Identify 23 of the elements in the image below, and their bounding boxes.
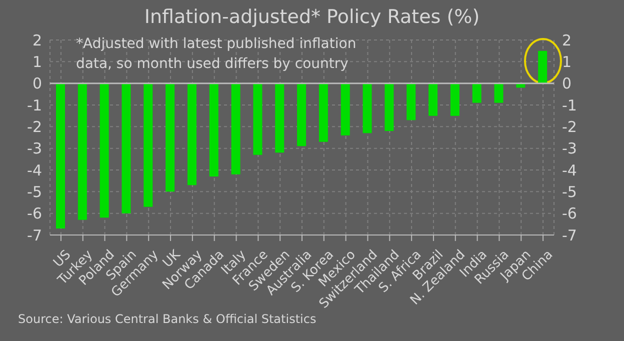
y2-tick-label: 1: [562, 52, 572, 71]
y2-tick-label: 0: [562, 74, 572, 93]
y-tick-label: -2: [27, 118, 42, 136]
y2-tick-label: -5: [562, 182, 577, 201]
chart-title: Inflation-adjusted* Policy Rates (%): [143, 6, 481, 28]
y-tick-label: -1: [27, 96, 42, 114]
y2-tick-label: -3: [562, 140, 577, 158]
y2-tick-label: -2: [562, 118, 577, 136]
y-tick-label: 1: [32, 52, 42, 71]
y-tick-label: 2: [32, 31, 42, 50]
y2-tick-label: -6: [562, 204, 577, 223]
y2-tick-label: -4: [562, 161, 577, 180]
y-tick-label: -4: [27, 161, 42, 180]
annotation: *Adjusted with latest published inflation data, so month used differs by country: [76, 35, 358, 74]
y-tick-label: 0: [32, 74, 42, 93]
y2-tick-label: -7: [562, 226, 577, 244]
y-tick-label: -3: [27, 140, 42, 158]
y2-tick-label: -1: [562, 96, 577, 114]
source-note: Source: Various Central Banks & Official Statistics: [18, 312, 316, 326]
y2-tick-label: 2: [562, 31, 572, 50]
y-tick-label: -7: [27, 226, 42, 244]
y-tick-label: -5: [27, 182, 42, 201]
y-tick-label: -6: [27, 204, 42, 223]
